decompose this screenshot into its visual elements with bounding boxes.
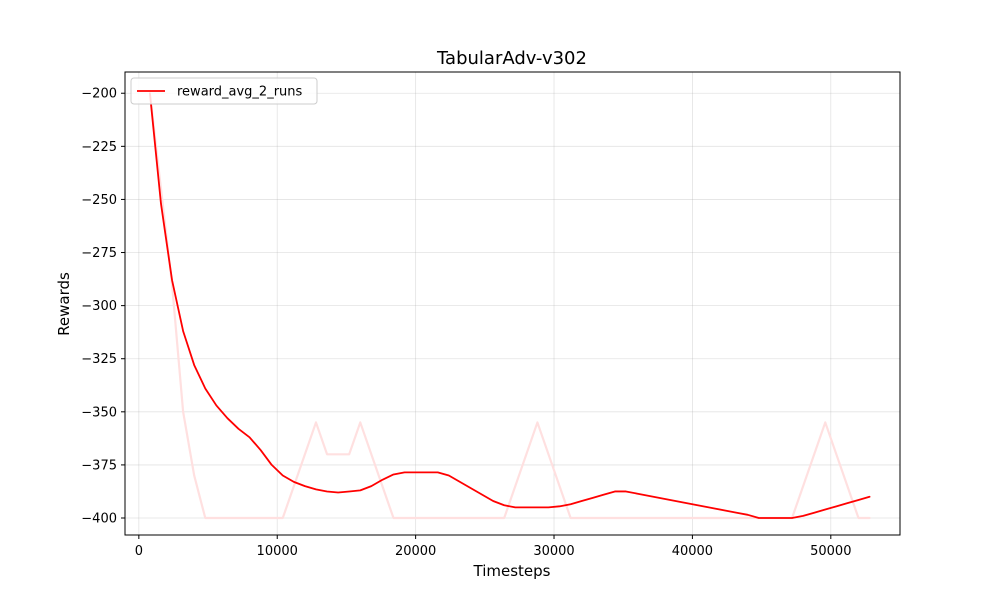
y-tick-label: −275: [81, 246, 117, 261]
series-layer: [148, 92, 871, 520]
x-axis-label: Timesteps: [473, 562, 551, 580]
y-tick-label: −200: [81, 87, 117, 102]
y-axis-label: Rewards: [55, 272, 73, 336]
y-tick-label: −375: [81, 458, 117, 473]
y-tick-label: −250: [81, 193, 117, 208]
x-tick-label: 10000: [257, 544, 298, 559]
legend: reward_avg_2_runs: [130, 77, 318, 105]
x-tick-label: 50000: [810, 544, 851, 559]
y-axis: −200 −225 −250 −275 −300 −325 −350 −375 −400: [81, 87, 125, 527]
x-tick-label: 30000: [533, 544, 574, 559]
y-tick-label: −350: [81, 405, 117, 420]
y-tick-label: −225: [81, 140, 117, 155]
chart-title: TabularAdv-v302: [436, 48, 587, 69]
series-line-reward-avg: [149, 92, 871, 519]
legend-label: reward_avg_2_runs: [177, 85, 303, 100]
x-axis: 0 10000 20000 30000 40000 50000: [135, 535, 851, 559]
y-tick-label: −325: [81, 352, 117, 367]
legend-box: [130, 77, 318, 105]
x-tick-label: 20000: [395, 544, 436, 559]
y-tick-label: −300: [81, 299, 117, 314]
x-tick-label: 0: [135, 544, 143, 559]
plot-frame: [124, 71, 901, 536]
x-tick-label: 40000: [672, 544, 713, 559]
y-tick-label: −400: [81, 512, 117, 527]
grid: [125, 72, 900, 535]
